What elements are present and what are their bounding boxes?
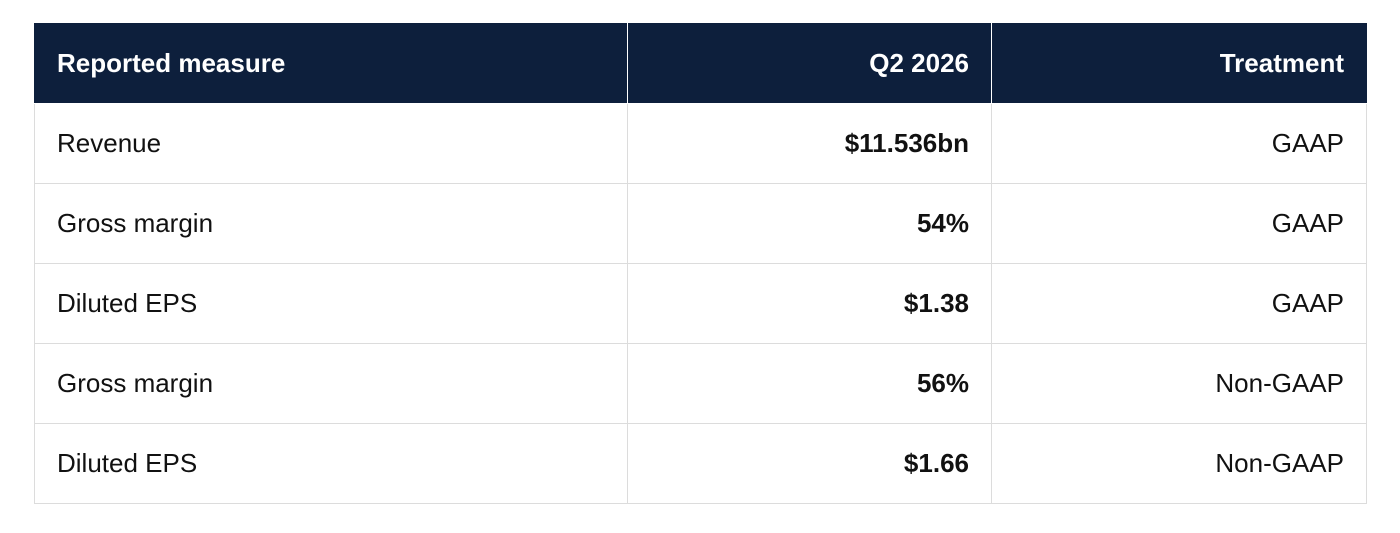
measure-cell: Gross margin [34, 183, 628, 264]
treatment-cell: GAAP [991, 103, 1367, 184]
header-treatment: Treatment [991, 23, 1367, 104]
treatment-cell: Non-GAAP [991, 343, 1367, 424]
treatment-cell: Non-GAAP [991, 423, 1367, 504]
treatment-cell: GAAP [991, 183, 1367, 264]
results-table-container: Reported measure Q2 2026 Treatment Reven… [34, 23, 1367, 504]
table-row: Gross margin 54% GAAP [34, 183, 1367, 264]
value-cell: $1.38 [627, 263, 992, 344]
header-q2-2026: Q2 2026 [627, 23, 992, 104]
table-row: Gross margin 56% Non-GAAP [34, 343, 1367, 424]
measure-cell: Diluted EPS [34, 263, 628, 344]
table-header: Reported measure Q2 2026 Treatment [34, 23, 1367, 104]
results-table: Reported measure Q2 2026 Treatment Reven… [34, 23, 1367, 504]
value-cell: $11.536bn [627, 103, 992, 184]
table-row: Revenue $11.536bn GAAP [34, 103, 1367, 184]
treatment-cell: GAAP [991, 263, 1367, 344]
measure-cell: Revenue [34, 103, 628, 184]
header-row: Reported measure Q2 2026 Treatment [34, 23, 1367, 104]
header-reported-measure: Reported measure [34, 23, 628, 104]
measure-cell: Diluted EPS [34, 423, 628, 504]
value-cell: $1.66 [627, 423, 992, 504]
table-row: Diluted EPS $1.38 GAAP [34, 263, 1367, 344]
table-body: Revenue $11.536bn GAAP Gross margin 54% … [34, 103, 1367, 504]
table-row: Diluted EPS $1.66 Non-GAAP [34, 423, 1367, 504]
value-cell: 54% [627, 183, 992, 264]
value-cell: 56% [627, 343, 992, 424]
measure-cell: Gross margin [34, 343, 628, 424]
